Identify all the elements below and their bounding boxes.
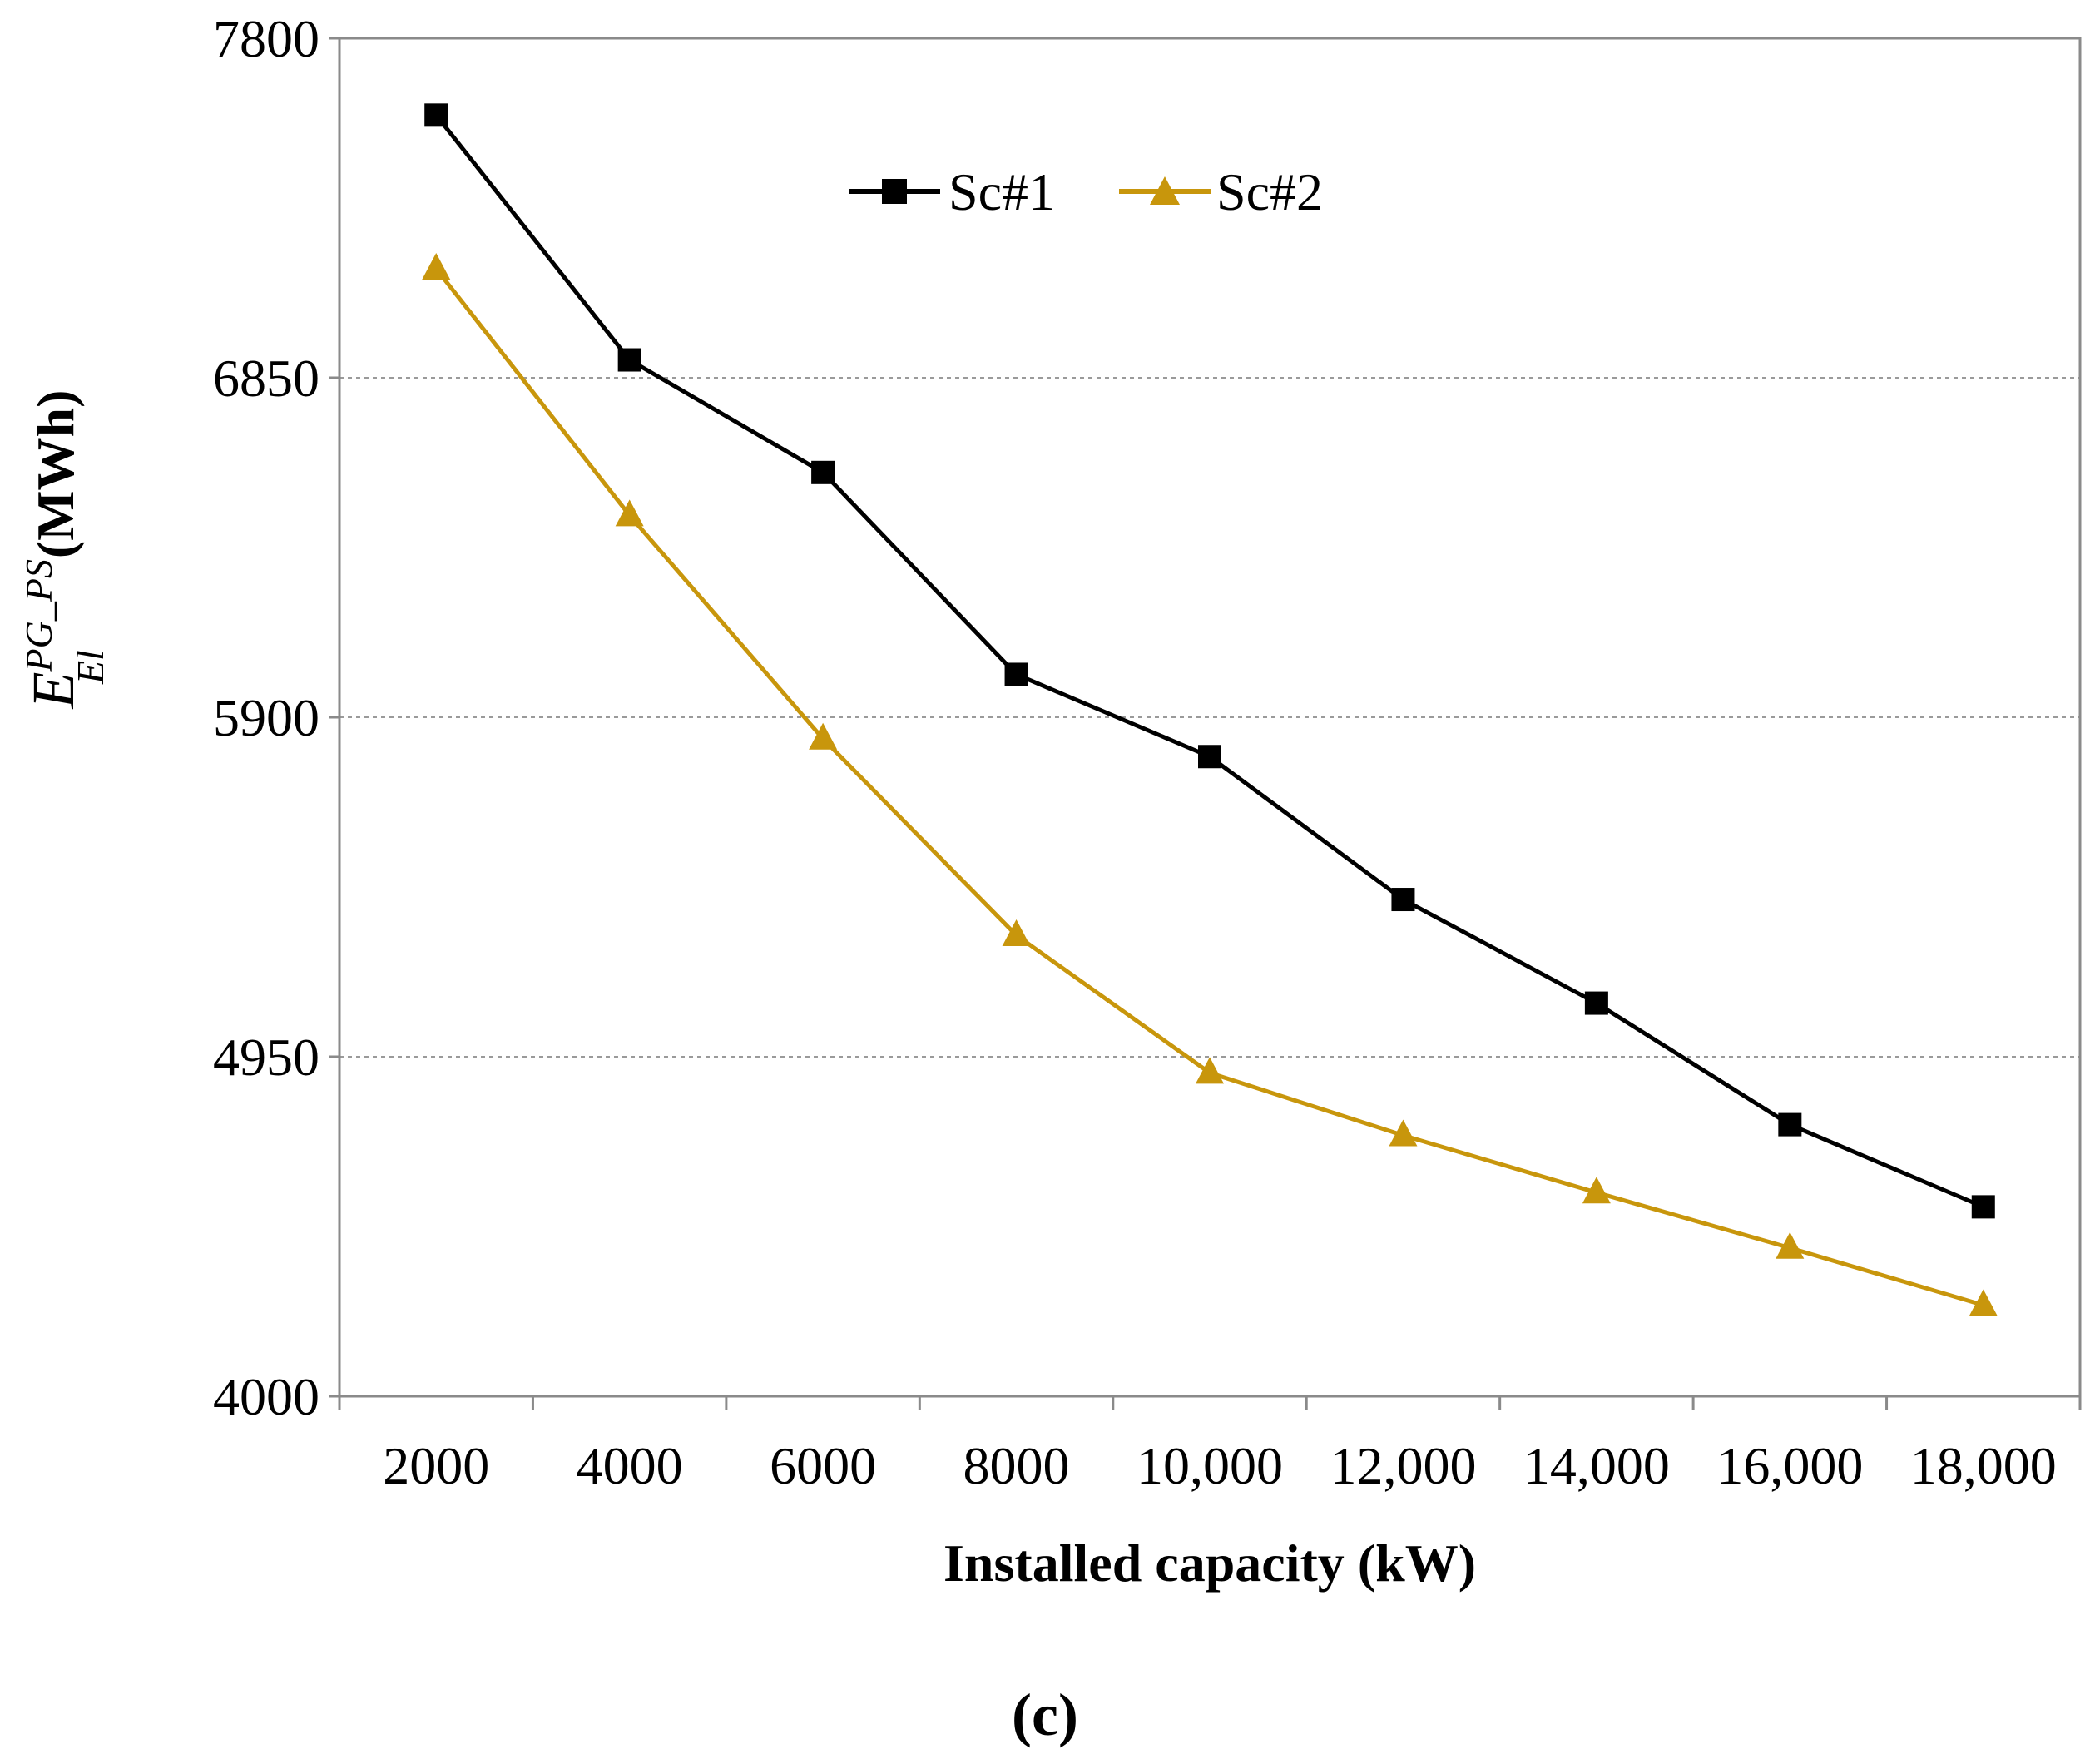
legend-marker-sc2 (1150, 176, 1180, 205)
x-tick-label-3: 8000 (963, 1436, 1070, 1495)
point-s1-4 (1196, 1057, 1224, 1084)
point-s1-2 (809, 722, 838, 750)
point-s0-8 (1971, 1195, 1995, 1219)
x-tick-label-5: 12,000 (1330, 1436, 1476, 1495)
point-s1-3 (1002, 919, 1031, 946)
series-0 (424, 103, 1995, 1219)
series-1 (422, 253, 1998, 1316)
y-tick-label-1: 4950 (213, 1028, 319, 1087)
y-tick-label-0: 4000 (213, 1367, 319, 1426)
point-s0-1 (617, 348, 641, 372)
y-axis-title-unit: (MWh) (26, 390, 85, 559)
legend-item-sc1: Sc#1 (849, 162, 1055, 221)
figure-caption: (c) (1012, 1682, 1078, 1748)
x-tick-label-2: 6000 (770, 1436, 876, 1495)
series-line-0 (434, 113, 1984, 1209)
x-tick-label-7: 16,000 (1716, 1436, 1863, 1495)
y-axis-ticks: 4000 4950 5900 6850 7800 (213, 9, 339, 1426)
point-s0-0 (424, 103, 448, 127)
x-tick-label-4: 10,000 (1137, 1436, 1283, 1495)
y-axis-title-sup: PG_PS (17, 559, 60, 672)
legend-label-sc1: Sc#1 (948, 162, 1055, 221)
point-s0-4 (1198, 745, 1221, 769)
legend-item-sc2: Sc#2 (1119, 162, 1323, 221)
x-axis-ticks: 2000 4000 6000 8000 10,000 12,000 14,000 16,000… (338, 1396, 2082, 1495)
x-tick-label-6: 14,000 (1523, 1436, 1670, 1495)
legend-marker-sc1 (882, 179, 907, 204)
series-line-1 (434, 267, 1984, 1307)
y-axis-title-sub: El (69, 650, 111, 685)
point-s1-1 (615, 499, 644, 527)
x-tick-label-1: 4000 (577, 1436, 683, 1495)
y-axis-title: EPG_PS El (MWh) (17, 390, 111, 710)
point-s1-6 (1582, 1177, 1611, 1204)
y-tick-label-4: 7800 (213, 9, 319, 68)
y-tick-label-3: 6850 (213, 349, 319, 408)
grid-lines (339, 377, 2080, 1058)
point-s1-5 (1389, 1119, 1418, 1147)
x-axis-title: Installed capacity (kW) (943, 1534, 1476, 1593)
series-layer (422, 103, 1998, 1316)
point-s0-3 (1004, 662, 1028, 686)
x-tick-label-0: 2000 (383, 1436, 489, 1495)
legend-label-sc2: Sc#2 (1216, 162, 1323, 221)
point-s0-6 (1584, 991, 1608, 1015)
point-s1-7 (1776, 1231, 1805, 1259)
point-s1-8 (1969, 1289, 1998, 1316)
point-s0-7 (1778, 1112, 1802, 1137)
legend: Sc#1 Sc#2 (849, 162, 1323, 221)
y-tick-label-2: 5900 (213, 688, 319, 747)
y-axis-title-base: E (20, 671, 87, 709)
point-s0-2 (811, 460, 835, 484)
point-s1-0 (422, 253, 451, 280)
point-s0-5 (1391, 888, 1415, 912)
x-tick-label-8: 18,000 (1910, 1436, 2057, 1495)
